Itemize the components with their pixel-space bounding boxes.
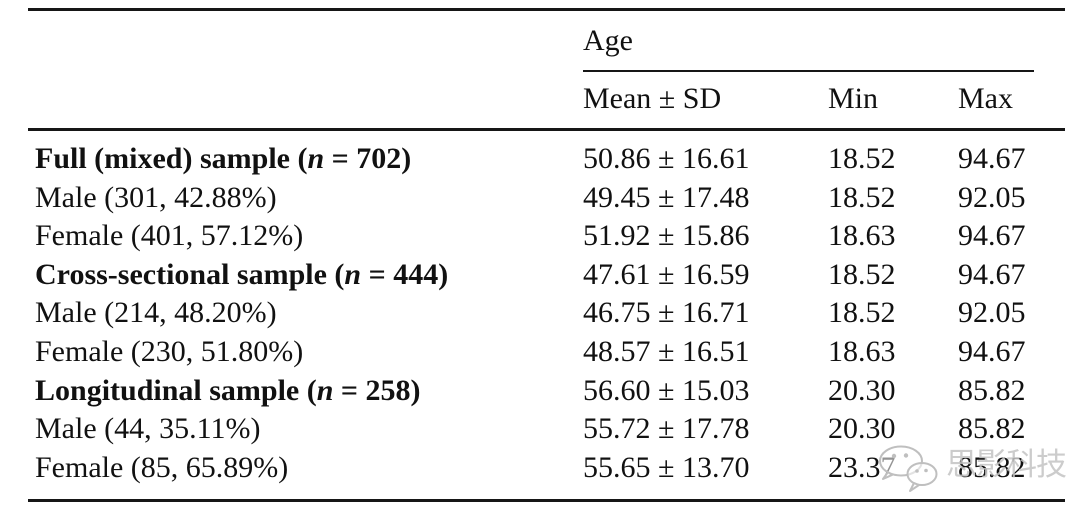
table-row: Male (44, 35.11%) 55.72 ± 17.78 20.30 85.82	[28, 410, 1065, 449]
table-row: Male (301, 42.88%) 49.45 ± 17.48 18.52 92.0…	[28, 179, 1065, 218]
row-label: Female (401, 57.12%)	[35, 219, 304, 253]
table-bottom-rule	[28, 499, 1065, 502]
table-row: Male (214, 48.20%) 46.75 ± 16.71 18.52 92.0…	[28, 294, 1065, 333]
cell-max: 94.67	[958, 219, 1026, 253]
cell-mean-sd: 55.65 ± 13.70	[583, 450, 750, 484]
cell-min: 20.30	[828, 412, 896, 446]
cell-min: 18.52	[828, 257, 896, 291]
column-header-max: Max	[958, 82, 1013, 115]
row-label: Male (214, 48.20%)	[35, 296, 277, 330]
row-label: Male (44, 35.11%)	[35, 412, 261, 446]
row-label: Female (230, 51.80%)	[35, 334, 304, 368]
cell-max: 94.67	[958, 257, 1026, 291]
cell-max: 92.05	[958, 180, 1026, 214]
cell-min: 18.63	[828, 334, 896, 368]
row-label: Full (mixed) sample (n = 702)	[35, 142, 412, 175]
cell-max: 94.67	[958, 142, 1026, 175]
cell-mean-sd: 55.72 ± 17.78	[583, 412, 750, 446]
table-row: Female (230, 51.80%) 48.57 ± 16.51 18.63 94…	[28, 333, 1065, 372]
cell-max: 85.82	[958, 373, 1026, 407]
row-label: Male (301, 42.88%)	[35, 180, 277, 214]
summary-table: Age Mean ± SD Min Max Full (mixed) sampl…	[28, 0, 1065, 516]
table-row: Female (85, 65.89%) 55.65 ± 13.70 23.37 85.…	[28, 449, 1065, 488]
table-row: Full (mixed) sample (n = 702) 50.86 ± 16.…	[28, 140, 1065, 179]
cell-mean-sd: 49.45 ± 17.48	[583, 180, 750, 214]
column-header-min: Min	[828, 82, 879, 115]
column-header-mean-sd: Mean ± SD	[583, 82, 722, 115]
spanner-header: Age	[583, 24, 633, 57]
table-body: Full (mixed) sample (n = 702) 50.86 ± 16.…	[28, 140, 1065, 487]
cell-min: 18.52	[828, 180, 896, 214]
table-top-rule	[28, 8, 1065, 11]
cell-mean-sd: 46.75 ± 16.71	[583, 296, 750, 330]
spanner-rule	[583, 70, 1034, 72]
cell-min: 18.52	[828, 142, 896, 175]
row-label: Female (85, 65.89%)	[35, 450, 289, 484]
table-row: Longitudinal sample (n = 258) 56.60 ± 15.…	[28, 372, 1065, 411]
cell-min: 18.52	[828, 296, 896, 330]
cell-max: 94.67	[958, 334, 1026, 368]
cell-max: 92.05	[958, 296, 1026, 330]
cell-mean-sd: 47.61 ± 16.59	[583, 257, 750, 291]
cell-mean-sd: 56.60 ± 15.03	[583, 373, 750, 407]
cell-min: 20.30	[828, 373, 896, 407]
table-row: Female (401, 57.12%) 51.92 ± 15.86 18.63 94…	[28, 217, 1065, 256]
cell-mean-sd: 51.92 ± 15.86	[583, 219, 750, 253]
cell-max: 85.82	[958, 412, 1026, 446]
cell-min: 18.63	[828, 219, 896, 253]
cell-mean-sd: 48.57 ± 16.51	[583, 334, 750, 368]
row-label: Cross-sectional sample (n = 444)	[35, 257, 449, 291]
cell-max: 85.82	[958, 450, 1026, 484]
cell-mean-sd: 50.86 ± 16.61	[583, 142, 750, 175]
cell-min: 23.37	[828, 450, 896, 484]
header-separator-rule	[28, 128, 1065, 131]
row-label: Longitudinal sample (n = 258)	[35, 373, 421, 407]
table-row: Cross-sectional sample (n = 444) 47.61 ± …	[28, 256, 1065, 295]
